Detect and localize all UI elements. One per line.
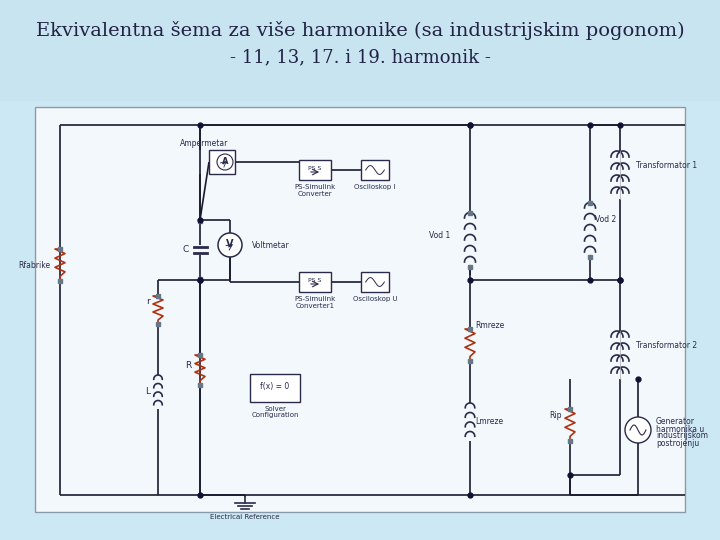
Bar bbox=[209, 150, 235, 174]
Text: Transformator 2: Transformator 2 bbox=[636, 341, 697, 349]
Circle shape bbox=[625, 417, 651, 443]
Text: L: L bbox=[145, 388, 150, 396]
Text: Rfabrike: Rfabrike bbox=[18, 260, 50, 269]
Bar bbox=[35, 107, 685, 512]
Text: Osciloskop U: Osciloskop U bbox=[353, 296, 397, 302]
Text: R: R bbox=[185, 361, 191, 369]
Circle shape bbox=[218, 233, 242, 257]
Text: postrojenju: postrojenju bbox=[656, 438, 699, 448]
Text: Vod 1: Vod 1 bbox=[428, 231, 450, 240]
Bar bbox=[35, 107, 685, 512]
Bar bbox=[361, 272, 389, 292]
Text: Vod 2: Vod 2 bbox=[595, 215, 616, 225]
Text: industrijskom: industrijskom bbox=[656, 431, 708, 441]
Text: Transformator 1: Transformator 1 bbox=[636, 160, 697, 170]
Bar bbox=[250, 374, 300, 402]
Bar bbox=[361, 160, 389, 180]
Text: Voltmetar: Voltmetar bbox=[252, 240, 289, 249]
Text: Rmreze: Rmreze bbox=[475, 321, 504, 329]
Text: Solver: Solver bbox=[264, 406, 286, 412]
Text: Electrical Reference: Electrical Reference bbox=[210, 514, 280, 520]
Text: Ekvivalentna šema za više harmonike (sa industrijskim pogonom): Ekvivalentna šema za više harmonike (sa … bbox=[36, 21, 684, 39]
Text: PS S: PS S bbox=[308, 278, 322, 282]
Text: A: A bbox=[222, 157, 228, 165]
Text: r: r bbox=[146, 298, 150, 307]
Text: Osciloskop I: Osciloskop I bbox=[354, 184, 396, 190]
Text: harmonika u: harmonika u bbox=[656, 424, 704, 434]
Text: C: C bbox=[183, 246, 189, 254]
Text: f(x) = 0: f(x) = 0 bbox=[261, 381, 289, 390]
Circle shape bbox=[217, 154, 233, 170]
Text: V: V bbox=[226, 239, 234, 249]
Text: PS-Simulink: PS-Simulink bbox=[294, 296, 336, 302]
Text: Rip: Rip bbox=[549, 410, 562, 420]
Text: Lmreze: Lmreze bbox=[475, 417, 503, 427]
Text: Converter1: Converter1 bbox=[295, 303, 335, 309]
Text: Converter: Converter bbox=[297, 191, 333, 197]
Text: - 11, 13, 17. i 19. harmonik -: - 11, 13, 17. i 19. harmonik - bbox=[230, 48, 490, 66]
Text: Ampermetar: Ampermetar bbox=[180, 139, 228, 148]
Bar bbox=[299, 272, 331, 292]
Text: PS-Simulink: PS-Simulink bbox=[294, 184, 336, 190]
Bar bbox=[299, 160, 331, 180]
Text: Generator: Generator bbox=[656, 417, 695, 427]
Text: Configuration: Configuration bbox=[251, 412, 299, 418]
Text: PS S: PS S bbox=[308, 165, 322, 171]
Bar bbox=[0, 0, 720, 100]
